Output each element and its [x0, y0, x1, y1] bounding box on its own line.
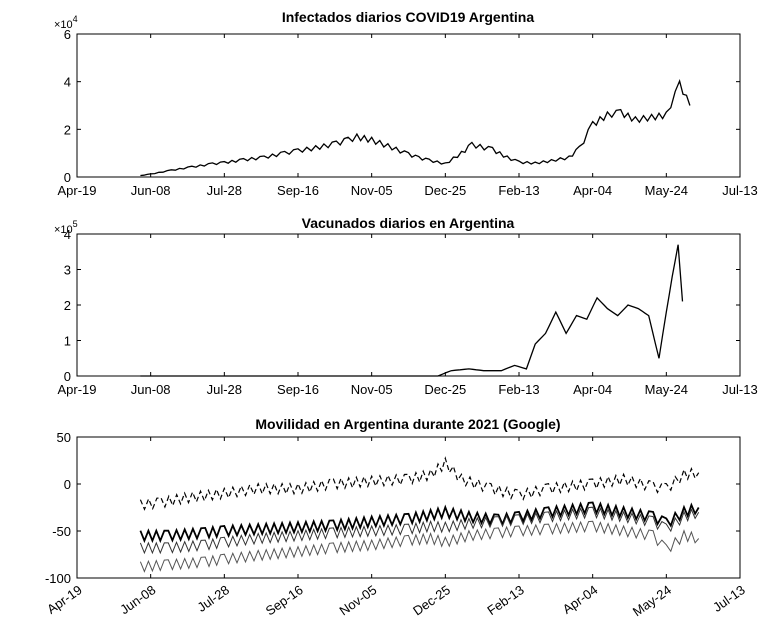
x-tick-label: Sep-16: [263, 582, 306, 618]
y-tick-label: 0: [64, 369, 71, 384]
infectados-axes-box: [76, 33, 741, 178]
series-line: [140, 244, 684, 377]
x-tick-label: Sep-16: [277, 183, 319, 198]
series-line: [139, 506, 700, 555]
x-tick-label: Apr-19: [44, 582, 85, 617]
x-tick-label: Apr-04: [573, 382, 612, 397]
movilidad-marks: Apr-19 Jun-08 Jul-28 Sep-16 Nov-05 Dec-25 Feb-…: [44, 430, 748, 619]
x-tick-label: Nov-05: [336, 582, 379, 618]
x-tick-label: Jul-13: [722, 183, 757, 198]
x-tick-label: Jun-08: [117, 582, 158, 617]
x-tick-label: Feb-13: [484, 582, 526, 618]
x-tick-label: Nov-05: [351, 382, 393, 397]
x-tick-label: Dec-25: [410, 582, 453, 618]
vacunados-marks: Apr-19 Jun-08 Jul-28 Sep-16 Nov-05 Dec-25 Feb-…: [57, 227, 757, 397]
infectados-title: Infectados diarios COVID19 Argentina: [282, 9, 535, 25]
x-tick-label: Apr-19: [57, 382, 96, 397]
y-tick-label: 0: [64, 170, 71, 185]
infectados-marks: Apr-19 Jun-08 Jul-28 Sep-16 Nov-05 Dec-25 Feb-…: [57, 27, 757, 198]
x-tick-label: Feb-13: [498, 183, 539, 198]
x-tick-label: Apr-04: [573, 183, 612, 198]
x-tick-label: Sep-16: [277, 382, 319, 397]
x-tick-label: Nov-05: [351, 183, 393, 198]
x-tick-label: Dec-25: [424, 382, 466, 397]
y-tick-label: -100: [45, 571, 71, 586]
infectados-exponent: ×104: [54, 14, 78, 31]
movilidad-panel: Movilidad en Argentina durante 2021 (Goo…: [44, 416, 748, 619]
vacunados-exponent: ×105: [54, 219, 78, 236]
x-tick-label: May-24: [645, 183, 688, 198]
vacunados-axes-box: [76, 233, 741, 377]
y-tick-label: 4: [64, 227, 71, 242]
series-line: [139, 520, 700, 573]
series-line: [139, 501, 700, 544]
y-tick-label: 3: [64, 263, 71, 278]
x-tick-label: Jul-13: [722, 382, 757, 397]
infectados-panel: Infectados diarios COVID19 Argentina ×10…: [54, 9, 758, 198]
series-line: [140, 78, 691, 177]
vacunados-title: Vacunados diarios en Argentina: [302, 215, 515, 231]
y-tick-label: 2: [64, 122, 71, 137]
y-tick-label: 50: [57, 430, 71, 445]
x-tick-label: Dec-25: [424, 183, 466, 198]
x-tick-label: Jun-08: [131, 183, 171, 198]
x-tick-label: Jul-28: [207, 382, 242, 397]
x-tick-label: May-24: [645, 382, 688, 397]
x-tick-label: Feb-13: [498, 382, 539, 397]
vacunados-panel: Vacunados diarios en Argentina ×105 Apr-…: [54, 215, 758, 397]
series-line: [139, 456, 700, 511]
x-tick-label: Jul-28: [207, 183, 242, 198]
x-tick-label: Jul-13: [710, 582, 748, 615]
x-tick-label: Apr-19: [57, 183, 96, 198]
x-tick-label: Jul-28: [194, 582, 232, 615]
y-tick-label: 6: [64, 27, 71, 42]
y-tick-label: 1: [64, 334, 71, 349]
x-tick-label: Jun-08: [131, 382, 171, 397]
y-tick-label: 4: [64, 75, 71, 90]
y-tick-label: 0: [64, 477, 71, 492]
x-tick-label: May-24: [630, 582, 674, 619]
y-tick-label: -50: [52, 524, 71, 539]
y-tick-label: 2: [64, 298, 71, 313]
movilidad-axes-box: [76, 436, 741, 579]
movilidad-title: Movilidad en Argentina durante 2021 (Goo…: [255, 416, 560, 432]
x-tick-label: Apr-04: [560, 582, 601, 617]
